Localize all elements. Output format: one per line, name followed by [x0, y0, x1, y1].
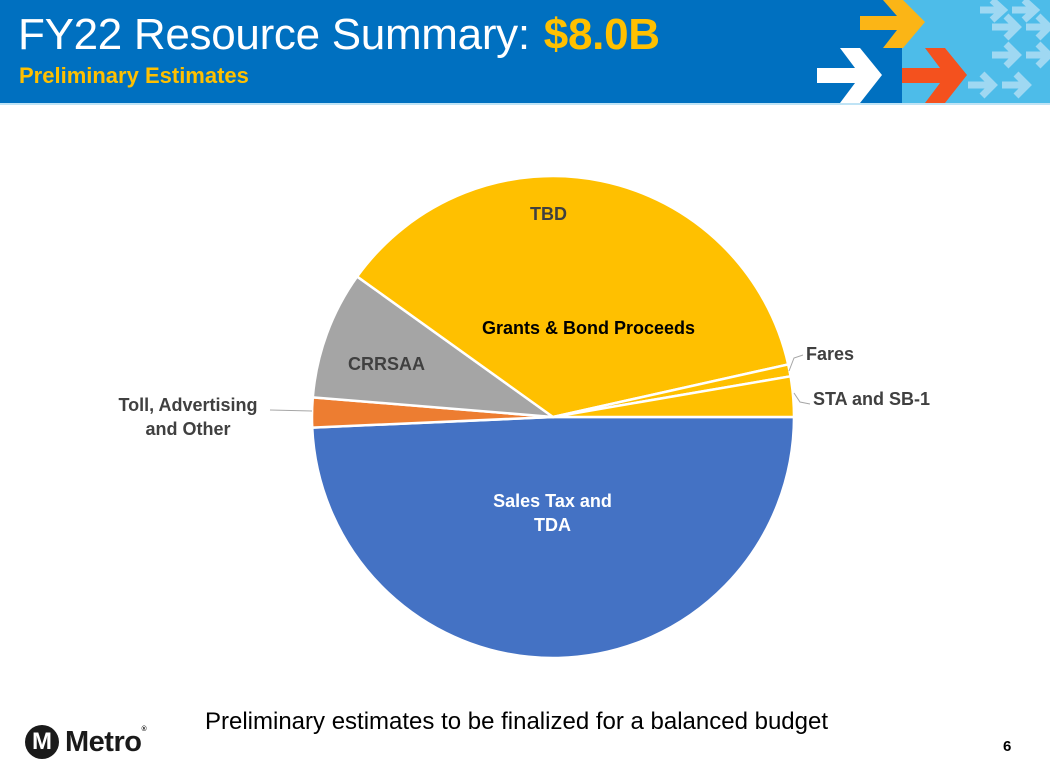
orange-arrow — [902, 48, 967, 103]
pie-slice-crrsaa — [311, 275, 555, 419]
registered-mark: ® — [141, 725, 147, 733]
pie-slice-sales-tax-and-tda — [310, 415, 796, 660]
title-text: FY22 Resource Summary: — [18, 10, 530, 59]
metro-wordmark: Metro® — [65, 725, 147, 759]
label-sales-line1: Sales Tax and — [493, 491, 612, 511]
slide-header: FY22 Resource Summary: $8.0B Preliminary … — [0, 0, 1050, 103]
label-grants: Grants & Bond Proceeds — [482, 318, 696, 338]
white-arrow — [817, 48, 882, 103]
label-sales-line2: TDA — [534, 515, 571, 535]
leader-line — [788, 354, 804, 372]
label-sta-sb1: STA and SB-1 — [813, 389, 931, 409]
pie-chart — [269, 174, 811, 660]
logo-text: Metro — [65, 725, 142, 758]
metro-m-icon: M — [25, 725, 59, 759]
leader-line — [793, 392, 811, 405]
header-divider — [0, 103, 1050, 105]
metro-logo: M Metro® — [25, 724, 147, 760]
pie-slice-grants-bond-proceeds-tbd — [355, 174, 790, 419]
pie-slice-sta-and-sb-1 — [551, 375, 796, 419]
yellow-arrow — [860, 0, 925, 48]
label-crrsaa: CRRSAA — [348, 354, 426, 374]
page-number: 6 — [1003, 738, 1012, 755]
total-amount: $8.0B — [543, 10, 660, 59]
pie-chart-area: TBD Grants & Bond Proceeds CRRSAA Fares … — [0, 105, 1050, 695]
slide-title: FY22 Resource Summary: $8.0B — [18, 10, 660, 60]
label-toll-line1: Toll, Advertising — [118, 395, 258, 415]
slide-subtitle: Preliminary Estimates — [19, 63, 249, 88]
label-toll-line2: and Other — [145, 419, 231, 439]
label-fares: Fares — [806, 344, 855, 364]
label-sales-tax: Sales Tax and TDA — [470, 489, 635, 537]
label-toll-advertising: Toll, Advertising and Other — [108, 393, 268, 441]
decorative-arrows-icon — [780, 0, 1050, 103]
footer-note: Preliminary estimates to be finalized fo… — [205, 708, 829, 735]
label-tbd: TBD — [530, 204, 567, 224]
leader-line — [269, 409, 313, 412]
